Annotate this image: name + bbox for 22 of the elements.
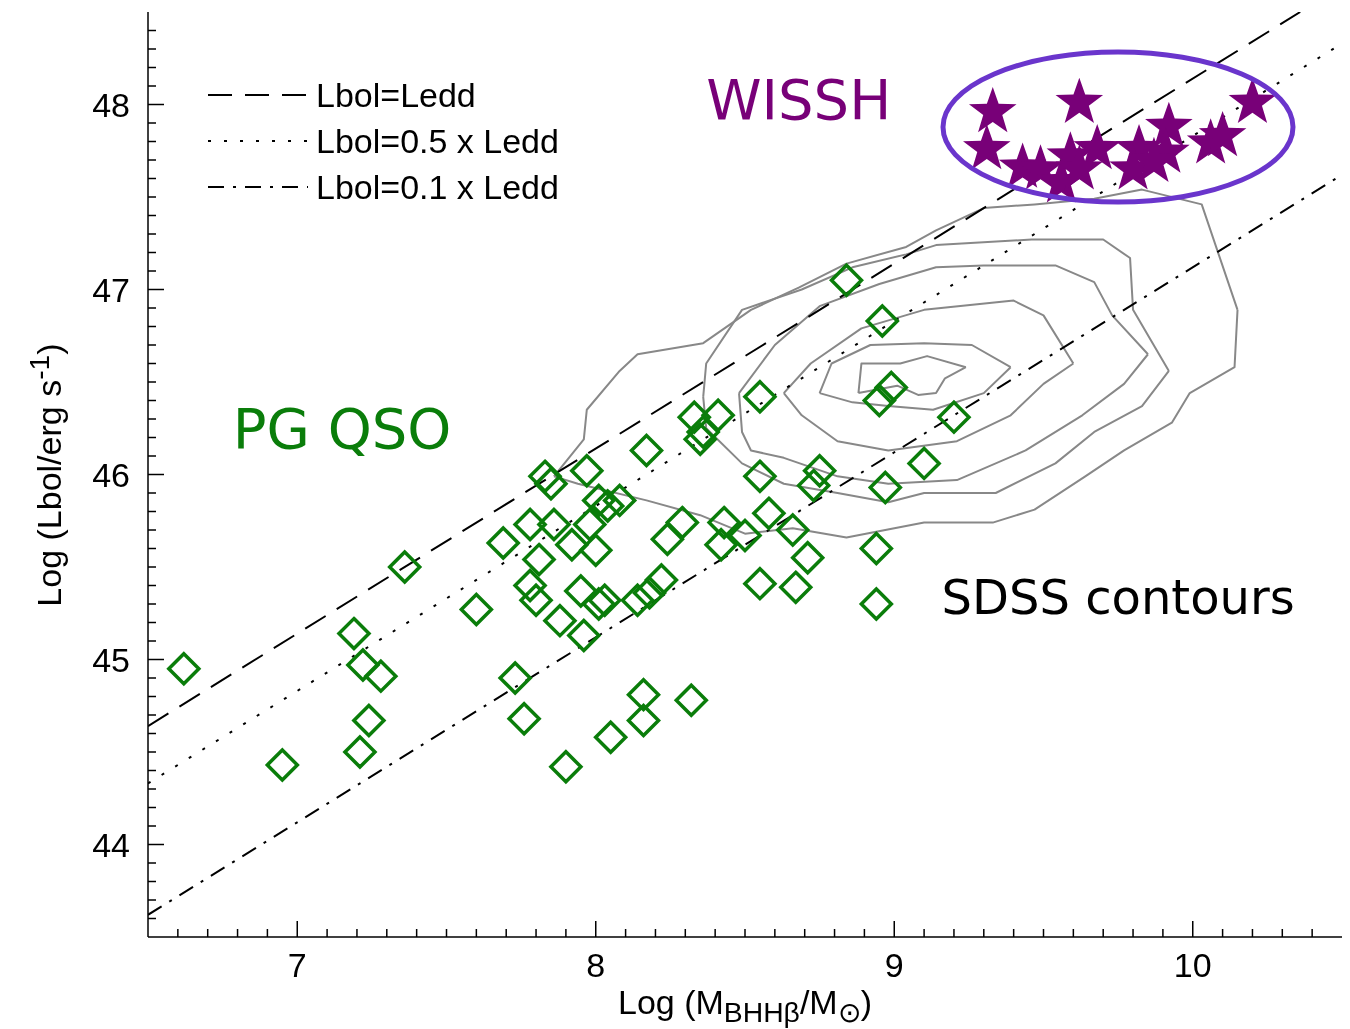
x-tick-label: 10 — [1173, 946, 1212, 984]
y-tick-label: 44 — [92, 825, 130, 864]
series-label: PG QSO — [232, 395, 452, 461]
y-tick-label: 45 — [92, 640, 130, 679]
point — [968, 86, 1017, 133]
legend-label: Lbol=Ledd — [316, 75, 476, 115]
point — [1055, 144, 1104, 190]
annotation: SDSS contours — [941, 568, 1295, 625]
point — [1145, 101, 1193, 147]
y-tick-label: 47 — [92, 270, 130, 309]
point — [963, 123, 1011, 170]
x-axis-title: Log (M$_{BH}$$_{Hβ}$/M$_{⊙}$) — [617, 983, 873, 1029]
series-label: WISSH — [706, 66, 892, 132]
x-tick-label: 7 — [287, 946, 307, 984]
point — [1055, 77, 1104, 123]
y-tick-label: 48 — [92, 85, 130, 124]
x-tick-label: 8 — [586, 946, 606, 984]
point — [1198, 110, 1247, 157]
x-tick-label: 9 — [884, 946, 904, 984]
legend-label: Lbol=0.5 x Ledd — [316, 121, 559, 161]
y-tick-label: 46 — [92, 455, 130, 494]
legend-label: Lbol=0.1 x Ledd — [316, 167, 559, 207]
